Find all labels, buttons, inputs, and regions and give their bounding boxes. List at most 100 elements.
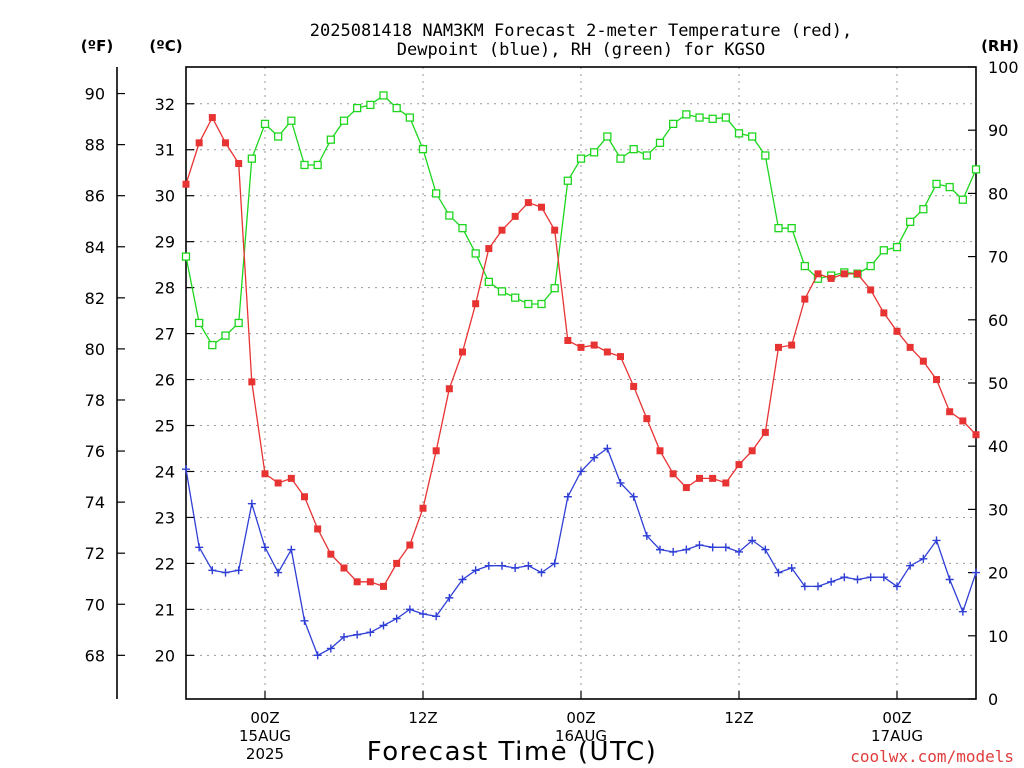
data-point	[906, 217, 915, 226]
data-point	[248, 378, 256, 386]
data-point	[301, 493, 308, 501]
rh-tick-label: 90	[988, 121, 1008, 140]
data-point	[880, 309, 888, 317]
data-point	[958, 607, 967, 616]
data-point	[616, 478, 625, 487]
data-point	[734, 129, 744, 138]
data-point	[182, 465, 190, 474]
data-point	[577, 467, 585, 476]
series-line	[185, 94, 977, 347]
data-point	[814, 270, 822, 278]
data-point	[353, 578, 361, 586]
data-point	[392, 614, 401, 623]
x-tick-label1: 00Z	[250, 709, 279, 727]
data-point	[642, 531, 651, 540]
data-point	[419, 504, 427, 512]
data-point	[603, 444, 612, 453]
data-point	[629, 145, 638, 154]
celsius-tick-label: 27	[155, 325, 175, 344]
series-dewpoint	[182, 444, 980, 660]
data-point	[696, 474, 703, 482]
rh-tick-label: 70	[988, 248, 1008, 267]
data-point	[972, 568, 980, 577]
data-point	[221, 331, 230, 340]
data-point	[761, 545, 770, 554]
data-point	[932, 536, 941, 545]
data-point	[972, 431, 980, 439]
chart-title-line2: Dewpoint (blue), RH (green) for KGSO	[397, 40, 765, 60]
rh-tick-label: 20	[988, 564, 1008, 583]
data-point	[366, 628, 375, 637]
rh-tick-label: 0	[988, 690, 998, 709]
data-point	[919, 205, 928, 214]
data-point	[458, 575, 467, 584]
data-point	[497, 287, 507, 296]
data-point	[234, 566, 243, 575]
data-point	[919, 357, 927, 365]
data-point	[524, 299, 533, 309]
data-point	[445, 593, 454, 602]
data-point	[682, 545, 691, 554]
rh-unit-label: (RH)	[981, 37, 1019, 55]
fahrenheit-tick-label: 72	[85, 544, 105, 563]
data-point	[866, 573, 875, 582]
data-point	[630, 382, 638, 390]
data-point	[313, 160, 322, 170]
data-point	[287, 545, 296, 554]
data-point	[603, 348, 611, 356]
celsius-tick-label: 21	[155, 600, 175, 619]
data-point	[761, 151, 770, 160]
data-point	[287, 474, 295, 482]
data-point	[748, 447, 756, 455]
data-point	[775, 343, 782, 351]
data-point	[617, 353, 624, 361]
celsius-tick-label: 20	[155, 646, 175, 665]
data-point	[563, 176, 572, 185]
data-point	[959, 417, 967, 425]
rh-tick-label: 30	[988, 500, 1008, 519]
fahrenheit-tick-label: 70	[85, 595, 105, 614]
fahrenheit-unit-label: (ºF)	[81, 37, 113, 55]
data-point	[893, 327, 901, 335]
data-point	[340, 564, 348, 572]
data-point	[906, 343, 914, 351]
data-point	[300, 616, 309, 625]
celsius-unit-label: (ºC)	[149, 37, 182, 55]
data-point	[537, 568, 546, 577]
data-point	[709, 474, 717, 482]
data-point	[485, 245, 493, 253]
data-point	[419, 609, 427, 618]
data-point	[656, 545, 664, 554]
data-point	[735, 461, 743, 469]
data-point	[787, 224, 796, 233]
data-point	[853, 575, 862, 584]
data-point	[748, 536, 757, 545]
series-2-meter-temperature	[182, 114, 980, 590]
data-point	[721, 113, 730, 122]
celsius-tick-label: 32	[155, 95, 175, 114]
data-point	[445, 211, 454, 220]
data-point	[866, 261, 875, 271]
series-layer	[181, 91, 981, 660]
fahrenheit-tick-label: 82	[85, 289, 105, 308]
data-point	[933, 376, 940, 384]
data-point	[327, 550, 335, 558]
data-point	[195, 543, 204, 552]
rh-tick-label: 40	[988, 437, 1008, 456]
data-point	[208, 566, 217, 575]
data-point	[550, 559, 559, 568]
data-point	[340, 632, 348, 641]
data-point	[564, 336, 572, 344]
data-point	[379, 621, 388, 630]
data-point	[892, 242, 902, 252]
data-point	[260, 119, 270, 129]
data-point	[682, 110, 691, 119]
data-point	[669, 470, 677, 478]
data-point	[695, 113, 704, 122]
data-point	[721, 543, 730, 552]
data-point	[432, 612, 441, 621]
data-point	[946, 408, 954, 416]
data-point	[788, 341, 796, 349]
data-point	[326, 644, 335, 653]
data-point	[643, 415, 651, 423]
